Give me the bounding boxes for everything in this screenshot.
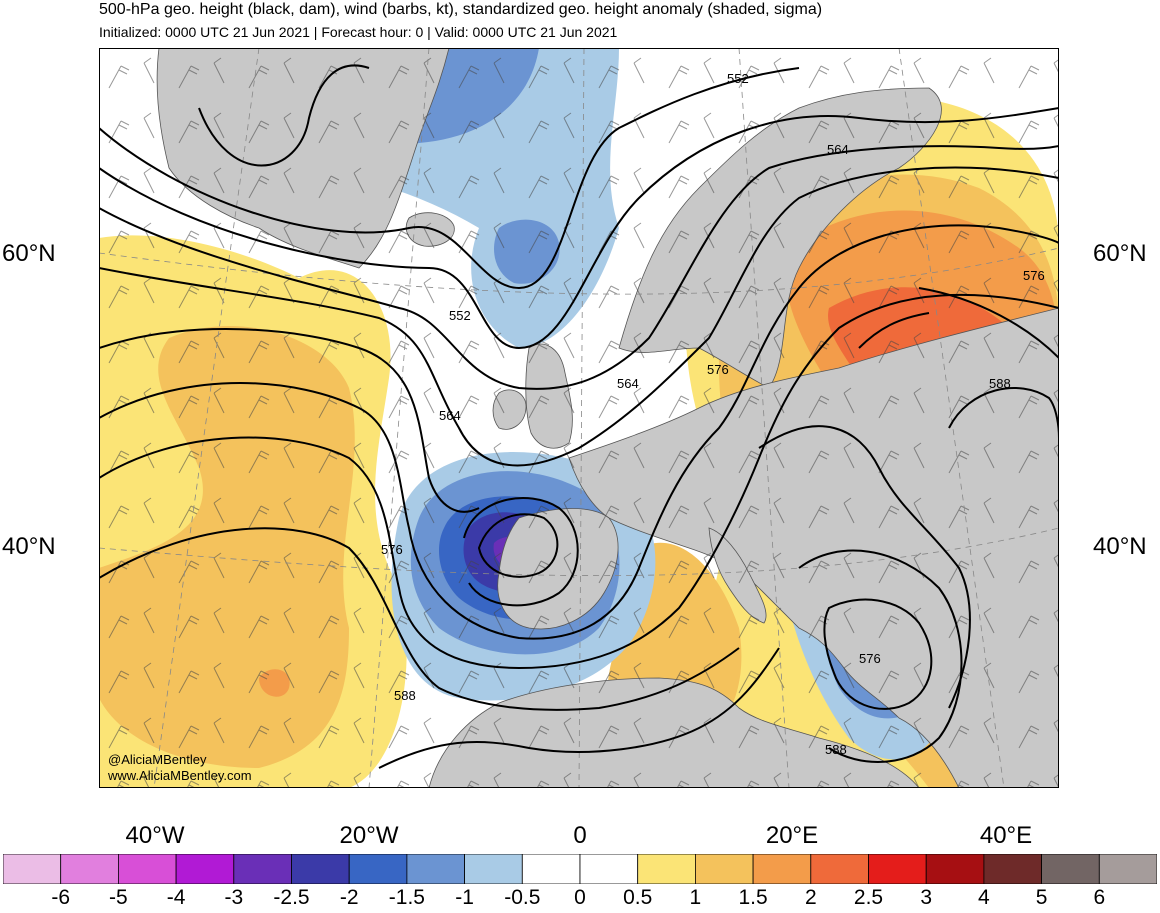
colorbar-swatch xyxy=(348,854,408,884)
figure-title: 500-hPa geo. height (black, dam), wind (… xyxy=(99,1,823,18)
colorbar-swatch xyxy=(637,854,696,884)
colorbar-tick-label: -0.5 xyxy=(504,886,541,909)
credit-website: www.AliciaMBentley.com xyxy=(108,768,252,783)
contour-label: 564 xyxy=(617,376,639,391)
contour-label: 588 xyxy=(394,688,416,703)
colorbar-swatch xyxy=(233,854,292,884)
colorbar-swatch xyxy=(521,854,581,884)
colorbar-tick-label: 6 xyxy=(1093,886,1106,909)
contour-label: 576 xyxy=(707,362,729,377)
colorbar-swatch xyxy=(1098,854,1157,884)
contour-label: 588 xyxy=(989,376,1011,391)
contour-labels: 552 552 564 564 564 576 576 576 576 588 … xyxy=(381,71,1045,757)
contour-label: 552 xyxy=(449,308,471,323)
colorbar-swatch xyxy=(464,854,523,884)
credit-handle: @AliciaMBentley xyxy=(108,752,207,767)
colorbar-swatch xyxy=(695,854,754,884)
height-contours xyxy=(99,64,1059,769)
lon-label-20e: 20°E xyxy=(765,822,819,849)
weather-map: 552 552 564 564 564 576 576 576 576 588 … xyxy=(99,48,1059,788)
contour-label: 588 xyxy=(825,742,847,757)
lon-label-0: 0 xyxy=(573,822,587,849)
colorbar-tick-label: -4 xyxy=(166,886,186,909)
colorbar-tick-label: 0 xyxy=(574,886,586,909)
contour-label: 576 xyxy=(1023,268,1045,283)
colorbar-swatch xyxy=(579,854,639,884)
colorbar-swatch xyxy=(925,854,985,884)
colorbar-tick-label: 2 xyxy=(804,886,817,909)
colorbar-tick-label: 3 xyxy=(920,886,933,909)
lon-label-40w: 40°W xyxy=(125,822,185,849)
colorbar-tick-label: -3 xyxy=(224,886,244,909)
colorbar-tick-label: 1 xyxy=(689,886,702,909)
colorbar-swatch xyxy=(118,854,177,884)
lat-label-40n-right: 40°N xyxy=(1093,533,1147,560)
lat-label-40n-left: 40°N xyxy=(2,533,56,560)
lon-label-40e: 40°E xyxy=(979,822,1033,849)
colorbar-tick-label: -5 xyxy=(109,886,128,909)
map-frame xyxy=(99,48,1059,788)
colorbar-swatch xyxy=(983,854,1043,884)
colorbar-tick-label: 5 xyxy=(1035,886,1048,909)
contour-label: 576 xyxy=(381,542,403,557)
contour-label: 576 xyxy=(859,651,881,666)
colorbar-swatch xyxy=(868,854,927,884)
colorbar-tick-label: -1.5 xyxy=(388,886,425,909)
graticule xyxy=(99,48,1059,788)
colorbar-tick-label: 0.5 xyxy=(623,886,653,909)
colorbar-tick-label: -2.5 xyxy=(273,886,310,909)
colorbar-tick-label: -2 xyxy=(339,886,359,909)
colorbar-swatch xyxy=(1041,854,1100,884)
figure-subtitle: Initialized: 0000 UTC 21 Jun 2021 | Fore… xyxy=(99,24,618,40)
colorbar-tick-label: 2.5 xyxy=(853,886,884,909)
lat-label-60n-left: 60°N xyxy=(2,240,56,267)
colorbar-tick-label: 4 xyxy=(978,886,990,909)
colorbar-swatch xyxy=(60,854,119,884)
colorbar-swatch xyxy=(291,854,350,884)
colorbar-tick-label: -1 xyxy=(455,886,474,909)
colorbar-tick-label: 1.5 xyxy=(738,886,768,909)
colorbar-swatch xyxy=(175,854,235,884)
lon-label-20w: 20°W xyxy=(339,822,399,849)
colorbar-swatch xyxy=(406,854,465,884)
colorbar-swatch xyxy=(3,854,62,884)
colorbar-swatch xyxy=(752,854,812,884)
colorbar xyxy=(3,854,1157,884)
colorbar-tick-label: -6 xyxy=(51,886,71,909)
lat-label-60n-right: 60°N xyxy=(1093,240,1147,267)
contour-label: 564 xyxy=(827,142,849,157)
contour-label: 564 xyxy=(439,408,461,423)
contour-label: 552 xyxy=(727,71,749,86)
colorbar-swatch xyxy=(810,854,869,884)
